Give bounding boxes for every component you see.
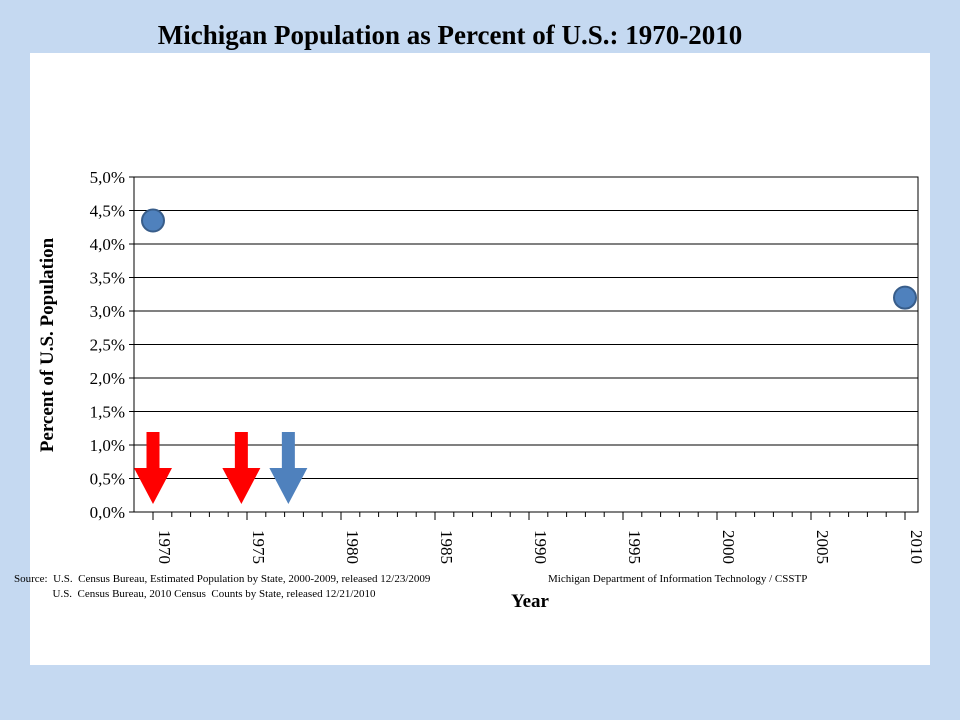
plot-area-border: [133, 176, 919, 513]
x-tick-label: 1990: [531, 530, 550, 564]
y-tick-label: 5,0%: [90, 168, 125, 187]
x-tick-label: 1975: [249, 530, 268, 564]
department-credit: Michigan Department of Information Techn…: [548, 573, 808, 585]
x-tick-label: 1980: [343, 530, 362, 564]
y-tick-label: 4,0%: [90, 235, 125, 254]
data-point: [893, 285, 917, 310]
down-arrow-marker: [222, 432, 261, 504]
x-axis-label: Year: [511, 591, 550, 612]
data-point: [141, 208, 165, 233]
y-tick-label: 2,5%: [90, 336, 125, 355]
chart-title: Michigan Population as Percent of U.S.: …: [157, 20, 743, 50]
source-note: Source: U.S. Census Bureau, Estimated Po…: [14, 572, 430, 602]
slide-background: [30, 53, 930, 665]
y-tick-label: 3,5%: [90, 269, 125, 288]
x-tick-label: 1970: [155, 530, 174, 564]
down-arrow-marker: [269, 432, 308, 504]
y-tick-label: 3,0%: [90, 302, 125, 321]
y-axis-label: Percent of U.S. Population: [37, 237, 58, 452]
y-tick-label: 0,0%: [90, 503, 125, 522]
x-tick-label: 2005: [813, 530, 832, 564]
x-tick-label: 2000: [719, 530, 738, 564]
x-tick-label: 1995: [625, 530, 644, 564]
y-tick-label: 1,5%: [90, 403, 125, 422]
y-tick-label: 4,5%: [90, 202, 125, 221]
down-arrow-marker: [134, 432, 172, 504]
source-line-2: U.S. Census Bureau, 2010 Census Counts b…: [14, 588, 376, 600]
source-line-1: Source: U.S. Census Bureau, Estimated Po…: [14, 573, 431, 585]
y-tick-label: 1,0%: [90, 436, 125, 455]
x-tick-label: 2010: [907, 530, 926, 564]
y-tick-label: 2,0%: [90, 369, 125, 388]
x-tick-label: 1985: [437, 530, 456, 564]
y-tick-label: 0,5%: [90, 470, 125, 489]
